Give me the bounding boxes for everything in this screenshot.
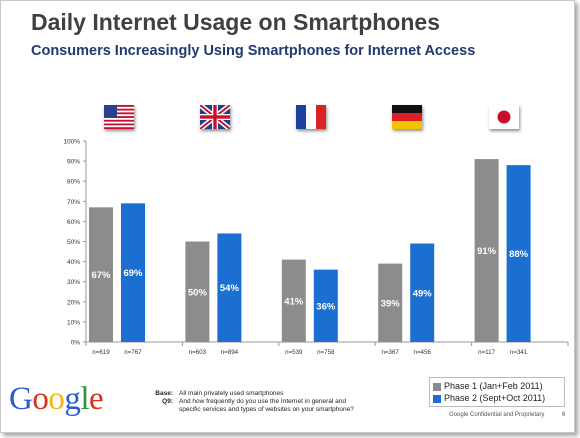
- bar-value-label: 41%: [284, 296, 304, 307]
- y-tick-label: 90%: [67, 159, 80, 166]
- base-text: All main privately used smartphones: [179, 390, 284, 397]
- google-logo: Google: [9, 381, 104, 418]
- y-tick-label: 20%: [67, 299, 80, 306]
- legend-label-phase2: Phase 2 (Sept+Oct 2011): [444, 393, 546, 403]
- bar-value-label: 39%: [381, 298, 401, 309]
- sample-size-label: n=758: [317, 349, 335, 356]
- y-tick-label: 0%: [71, 340, 81, 347]
- y-tick-label: 50%: [67, 239, 80, 246]
- bar-value-label: 49%: [413, 288, 433, 299]
- logo-letter: G: [9, 381, 33, 417]
- sample-size-label: n=539: [285, 349, 303, 356]
- y-tick-label: 10%: [67, 319, 80, 326]
- y-tick-label: 30%: [67, 279, 80, 286]
- legend-item-phase2: Phase 2 (Sept+Oct 2011): [433, 393, 545, 403]
- chart-legend: Phase 1 (Jan+Feb 2011) Phase 2 (Sept+Oct…: [429, 377, 565, 407]
- legend-item-phase1: Phase 1 (Jan+Feb 2011): [433, 381, 543, 391]
- bar-phase1: [281, 259, 306, 342]
- bar-phase2: [121, 203, 145, 342]
- page-subtitle: Consumers Increasingly Using Smartphones…: [31, 43, 476, 59]
- confidential-notice: Google Confidential and Proprietary: [449, 412, 545, 418]
- france-flag-icon: [296, 105, 326, 129]
- legend-swatch-phase1: [433, 382, 441, 391]
- question-label: Q9:: [162, 398, 173, 405]
- legend-swatch-phase2: [433, 394, 441, 403]
- base-label: Base:: [155, 390, 173, 397]
- bar-phase2: [410, 243, 435, 342]
- bar-value-label: 54%: [220, 283, 240, 294]
- japan-flag-icon: [489, 105, 519, 129]
- bar-value-label: 67%: [91, 270, 111, 281]
- bar-phase1: [474, 159, 499, 342]
- sample-size-label: n=619: [92, 349, 110, 356]
- page-number: 6: [562, 412, 566, 418]
- y-tick-label: 80%: [67, 179, 80, 186]
- bar-phase2: [217, 233, 242, 342]
- question-text: And how frequently do you use the Intern…: [179, 398, 354, 413]
- logo-letter: o: [48, 381, 65, 417]
- bar-value-label: 50%: [188, 287, 208, 298]
- bar-value-label: 36%: [316, 301, 336, 312]
- bar-phase2: [313, 269, 338, 342]
- sample-size-label: n=894: [221, 349, 239, 356]
- bar-phase1: [89, 207, 113, 342]
- uk-flag-icon: [200, 105, 230, 129]
- logo-letter: e: [89, 381, 104, 417]
- bar-chart: 0% 10% 20% 30% 40% 50% 60% 70% 80% 90% 100% 67% n=61…: [63, 139, 569, 356]
- bar-phase1: [378, 263, 403, 342]
- footnote: Base: All main privately used smartphones…: [149, 390, 369, 414]
- sample-size-label: n=367: [382, 349, 400, 356]
- y-tick-label: 60%: [67, 219, 80, 226]
- logo-letter: g: [64, 381, 81, 417]
- sample-size-label: n=456: [414, 349, 432, 356]
- y-tick-label: 40%: [67, 259, 80, 266]
- bar-value-label: 91%: [477, 246, 497, 257]
- sample-size-label: n=341: [510, 349, 528, 356]
- y-tick-label: 70%: [67, 199, 80, 206]
- sample-size-label: n=767: [124, 349, 142, 356]
- us-flag-icon: [104, 105, 134, 129]
- sample-size-label: n=117: [478, 349, 495, 356]
- logo-letter: o: [32, 381, 49, 417]
- germany-flag-icon: [392, 105, 422, 129]
- page-title: Daily Internet Usage on Smartphones: [31, 9, 440, 35]
- bar-phase1: [185, 241, 210, 342]
- bar-value-label: 69%: [123, 268, 143, 279]
- logo-letter: l: [80, 381, 90, 417]
- legend-label-phase1: Phase 1 (Jan+Feb 2011): [444, 381, 543, 391]
- bar-phase2: [506, 165, 531, 342]
- bar-value-label: 88%: [509, 249, 529, 260]
- sample-size-label: n=603: [189, 349, 207, 356]
- y-tick-label: 100%: [63, 139, 80, 146]
